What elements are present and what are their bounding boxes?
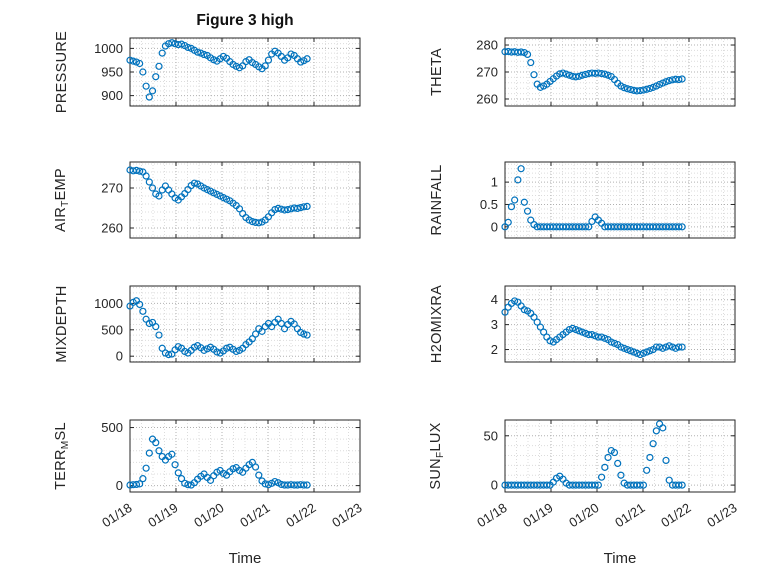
y-tick-labels: 260 270 280 (476, 38, 498, 107)
plot-area-h2omixra: 2 3 4 (491, 285, 736, 363)
subplot-mixdepth: MIXDEPTH 0 500 1000 (54, 272, 374, 382)
axes-box (504, 419, 736, 493)
svg-text:01/19: 01/19 (520, 500, 555, 530)
major-grid (130, 162, 360, 238)
plot-area-pressure: 900 950 1000 (94, 37, 361, 107)
svg-text:01/18: 01/18 (99, 500, 134, 530)
tick-marks (504, 286, 736, 362)
svg-text:260: 260 (101, 221, 123, 236)
subplot-pressure: PRESSURE 900 950 1000 (54, 24, 374, 126)
plot-area-air-temp: 260 270 (101, 161, 361, 239)
axes-box (504, 285, 736, 363)
svg-text:900: 900 (101, 88, 123, 103)
svg-text:500: 500 (101, 322, 123, 337)
figure-title: Figure 3 high (196, 12, 294, 29)
axes-box (129, 161, 361, 239)
svg-text:0: 0 (491, 478, 498, 493)
y-tick-labels: 00.51 (480, 175, 498, 235)
svg-text:50: 50 (484, 428, 498, 443)
plot-area-mixdepth: 0 500 1000 (94, 285, 361, 364)
y-tick-labels: 900 950 1000 (94, 41, 123, 103)
svg-text:1: 1 (491, 175, 498, 190)
axes-box (129, 419, 361, 493)
data-markers (501, 165, 686, 231)
axes-box (504, 161, 736, 239)
subplot-air-temp: AIRTEMP 260 270 (53, 148, 374, 258)
major-grid (505, 38, 735, 106)
svg-text:1000: 1000 (94, 296, 123, 311)
plot-area-theta: 260 270 280 (476, 37, 736, 107)
svg-text:0.5: 0.5 (480, 197, 498, 212)
minor-grid (130, 420, 360, 492)
data-markers (126, 435, 311, 489)
plot-area-rainfall: 00.51 (480, 161, 736, 239)
subplot-rainfall: RAINFALL 0 0.5 1 (429, 148, 749, 258)
svg-text:0: 0 (116, 478, 123, 493)
svg-text:2: 2 (491, 342, 498, 357)
svg-text:260: 260 (476, 91, 498, 106)
tick-marks (504, 38, 736, 106)
svg-text:01/19: 01/19 (145, 500, 180, 530)
svg-text:01/22: 01/22 (283, 500, 318, 530)
svg-text:270: 270 (476, 65, 498, 80)
svg-text:01/22: 01/22 (658, 500, 693, 530)
tick-marks (129, 38, 361, 106)
x-axis-title-right: Time (603, 550, 637, 567)
plot-area-sun-flux: 0 50 01/18 01/19 01/20 01/21 01/22 01/23 (474, 419, 740, 530)
y-tick-labels: 260 270 (101, 181, 123, 236)
svg-text:0: 0 (491, 219, 498, 234)
y-tick-labels: 2 3 4 (491, 292, 498, 357)
svg-text:500: 500 (101, 420, 123, 435)
axes-box (129, 285, 361, 363)
svg-text:01/23: 01/23 (704, 500, 739, 530)
y-tick-labels: 0 50 (484, 428, 498, 492)
svg-text:1000: 1000 (94, 41, 123, 56)
data-markers (501, 420, 686, 489)
svg-text:01/21: 01/21 (237, 500, 272, 530)
svg-text:280: 280 (476, 38, 498, 53)
svg-text:270: 270 (101, 181, 123, 196)
data-markers (501, 297, 686, 359)
svg-text:3: 3 (491, 317, 498, 332)
data-markers (126, 166, 311, 227)
subplot-terr-msl: TERRMSL 0 500 01/18 01/19 01/20 01/21 01/22 01/2… (53, 406, 374, 570)
y-tick-labels: 0 500 (101, 420, 123, 493)
subplot-h2omixra: H2OMIXRA 2 3 4 (429, 272, 749, 382)
tick-marks (504, 162, 736, 238)
svg-text:01/20: 01/20 (566, 500, 601, 530)
minor-grid (130, 162, 360, 238)
tick-marks (129, 420, 361, 492)
svg-text:0: 0 (116, 349, 123, 364)
data-markers (501, 47, 686, 95)
y-tick-labels: 0 500 1000 (94, 296, 123, 364)
subplot-theta: THETA 260 270 280 (429, 24, 749, 126)
svg-text:01/20: 01/20 (191, 500, 226, 530)
subplot-sun-flux: SUNFLUX 0 50 01/18 01/19 01/20 01/21 01/22 01/23 (428, 406, 749, 570)
tick-marks (129, 162, 361, 238)
data-markers (126, 39, 311, 101)
tick-marks (129, 286, 361, 362)
svg-text:01/23: 01/23 (329, 500, 364, 530)
svg-text:4: 4 (491, 292, 498, 307)
major-grid (130, 38, 360, 106)
minor-grid (505, 420, 735, 492)
plot-area-terr-msl: 0 500 01/18 01/19 01/20 01/21 01/22 01/23 (99, 419, 365, 530)
x-tick-labels: 01/18 01/19 01/20 01/21 01/22 01/23 (474, 500, 739, 530)
data-markers (126, 297, 311, 359)
x-axis-title-left: Time (228, 550, 262, 567)
svg-text:01/18: 01/18 (474, 500, 509, 530)
x-tick-labels: 01/18 01/19 01/20 01/21 01/22 01/23 (99, 500, 364, 530)
svg-text:950: 950 (101, 65, 123, 80)
svg-text:01/21: 01/21 (612, 500, 647, 530)
major-grid (130, 420, 360, 492)
tick-marks (504, 420, 736, 492)
